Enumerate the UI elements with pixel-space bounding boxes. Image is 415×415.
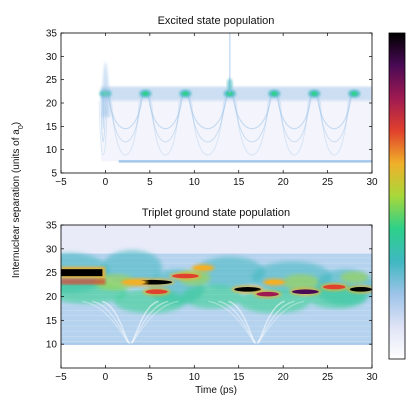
x-tick-label: 30 <box>366 372 378 383</box>
y-tick-label: 15 <box>46 122 58 133</box>
x-tick-label: 15 <box>233 372 245 383</box>
x-tick-label: 5 <box>147 177 153 188</box>
oscillation-arc <box>109 97 142 143</box>
triplet-blob <box>282 274 319 291</box>
excited-hotspot-core <box>182 91 189 96</box>
oscillation-arc <box>107 93 144 129</box>
triplet-streak <box>172 273 199 279</box>
x-axis-label: Time (ps) <box>195 385 237 396</box>
oscillation-arc <box>316 93 353 129</box>
triplet-streak <box>145 289 168 295</box>
oscillation-arc <box>189 97 226 143</box>
y-tick-label: 10 <box>46 340 58 351</box>
triplet-blob <box>194 256 265 289</box>
triplet-blob <box>182 284 243 309</box>
triplet-streak <box>349 287 372 292</box>
y-tick-label: 30 <box>46 244 58 255</box>
oscillation-arc <box>151 101 180 156</box>
oscillation-arc <box>279 101 309 156</box>
bottom-panel-ticks: −5 0 5 10 15 20 25 30 10 15 20 25 30 35 <box>46 221 378 384</box>
triplet-streak <box>323 284 346 290</box>
excited-hotspot-core <box>271 91 278 96</box>
x-tick-label: 25 <box>322 177 334 188</box>
initial-band <box>61 269 103 277</box>
oscillation-arc <box>147 93 184 129</box>
y-axis-label: Internuclear separation (units of a0) <box>11 122 25 278</box>
oscillation-arc <box>111 101 140 156</box>
oscillation-arc <box>318 97 351 143</box>
y-tick-label: 20 <box>46 292 58 303</box>
y-tick-label: 20 <box>46 99 58 110</box>
triplet-upper-wash <box>61 225 372 254</box>
y-tick-label: 35 <box>46 29 58 40</box>
triplet-streak <box>292 289 319 295</box>
x-tick-label: 20 <box>278 372 290 383</box>
x-tick-label: 25 <box>322 372 334 383</box>
triplet-streak <box>256 291 279 297</box>
excited-band <box>100 86 372 101</box>
excited-hotspot-core <box>351 91 358 96</box>
oscillation-arc <box>231 93 273 130</box>
x-tick-label: −5 <box>55 177 67 188</box>
x-tick-label: 0 <box>103 177 109 188</box>
y-tick-label: 25 <box>46 75 58 86</box>
y-tick-label: 5 <box>51 169 57 180</box>
excited-hotspot-core <box>311 91 318 96</box>
excited-spike-glow <box>226 78 233 91</box>
triplet-blob <box>340 271 369 284</box>
x-tick-label: 30 <box>366 177 378 188</box>
x-tick-label: 0 <box>103 372 109 383</box>
oscillation-arc <box>276 93 313 129</box>
x-tick-label: −5 <box>55 372 67 383</box>
bottom-panel: Triplet ground state population −5 0 5 10 15… <box>46 207 378 384</box>
top-panel-title: Excited state population <box>158 15 275 27</box>
x-tick-label: 15 <box>233 177 245 188</box>
x-tick-label: 10 <box>189 177 201 188</box>
top-panel-ticks: −5 0 5 10 15 20 25 30 5 10 15 20 25 30 35 <box>46 29 378 189</box>
excited-hotspot-core <box>142 91 149 96</box>
triplet-streak <box>194 265 213 271</box>
x-tick-label: 20 <box>278 177 290 188</box>
y-tick-label: 25 <box>46 268 58 279</box>
y-tick-label: 35 <box>46 221 58 232</box>
oscillation-arc <box>149 97 182 143</box>
y-tick-label: 30 <box>46 52 58 63</box>
colorbar <box>388 32 406 360</box>
top-panel-heatmap <box>98 33 372 163</box>
y-tick-label: 15 <box>46 316 58 327</box>
bottom-panel-title: Triplet ground state population <box>142 207 290 219</box>
oscillation-arc <box>191 101 225 156</box>
x-tick-label: 5 <box>147 372 153 383</box>
y-tick-label: 10 <box>46 145 58 156</box>
oscillation-arc <box>319 101 349 156</box>
top-panel: Excited state population −5 0 5 10 15 20 25 30 5… <box>46 15 378 188</box>
oscillation-arc <box>235 101 269 156</box>
triplet-streak <box>123 279 146 285</box>
colorbar-ramp <box>388 32 406 360</box>
triplet-streak <box>234 287 261 292</box>
x-tick-label: 10 <box>189 372 201 383</box>
oscillation-arc <box>233 97 271 143</box>
initial-band-red <box>61 278 106 285</box>
oscillation-arc <box>187 93 228 130</box>
onset-plume <box>101 61 111 117</box>
triplet-streak <box>265 279 284 285</box>
oscillation-arc <box>98 101 108 156</box>
triplet-blob <box>113 289 186 314</box>
bottom-panel-heatmap <box>61 225 372 345</box>
top-panel-plot-area <box>61 33 372 173</box>
oscillation-arc <box>278 97 311 143</box>
